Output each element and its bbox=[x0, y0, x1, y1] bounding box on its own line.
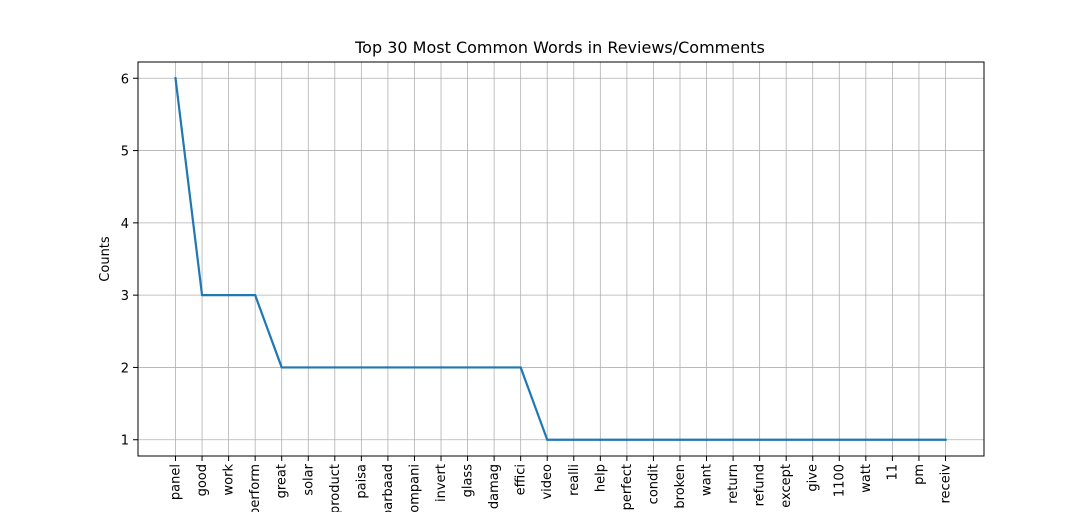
x-tick-label-great: great bbox=[275, 464, 290, 498]
y-tick-label-3: 3 bbox=[121, 289, 129, 304]
data-point-except bbox=[785, 438, 788, 441]
data-point-invert bbox=[439, 366, 443, 369]
x-tick-label-pm: pm bbox=[912, 464, 927, 485]
x-tick-label-glass: glass bbox=[461, 464, 476, 498]
x-tick-label-broken: broken bbox=[673, 464, 688, 509]
x-tick-label-barbaad: barbaad bbox=[381, 464, 396, 512]
y-axis-label: Counts bbox=[98, 236, 113, 282]
x-tick-label-receiv: receiv bbox=[939, 464, 954, 504]
data-point-work bbox=[227, 294, 230, 297]
y-tick-label-4: 4 bbox=[121, 217, 129, 232]
x-tick-label-help: help bbox=[593, 464, 608, 492]
x-tick-label-condit: condit bbox=[646, 464, 661, 504]
x-tick-label-effici: effici bbox=[514, 464, 529, 495]
x-tick-label-invert: invert bbox=[434, 464, 449, 502]
x-tick-label-1100: 1100 bbox=[832, 464, 847, 497]
data-point-damag bbox=[493, 366, 496, 369]
x-tick-label-return: return bbox=[726, 464, 741, 504]
data-point-perform bbox=[254, 294, 257, 297]
x-tick-label-product: product bbox=[328, 464, 343, 512]
axis-ticks: panel good work perform great solar product pai… bbox=[121, 72, 954, 517]
y-tick-label-2: 2 bbox=[121, 361, 129, 376]
x-tick-label-compani: compani bbox=[407, 464, 422, 512]
x-tick-label-perfect: perfect bbox=[620, 464, 635, 510]
grid-lines bbox=[138, 62, 984, 456]
data-point-paisa bbox=[360, 366, 363, 369]
data-point-product bbox=[333, 366, 336, 369]
x-tick-label-want: want bbox=[700, 464, 715, 496]
y-tick-label-1: 1 bbox=[121, 434, 129, 449]
series-layer bbox=[174, 77, 947, 441]
data-point-watt bbox=[864, 438, 867, 441]
x-tick-label-perform: perform bbox=[248, 464, 263, 512]
x-tick-label-panel: panel bbox=[169, 464, 184, 500]
data-point-good bbox=[200, 294, 204, 297]
x-tick-label-watt: watt bbox=[859, 464, 874, 493]
chart-title: Top 30 Most Common Words in Reviews/Comm… bbox=[354, 38, 765, 57]
x-tick-label-realli: realli bbox=[567, 464, 582, 496]
x-tick-label-video: video bbox=[540, 464, 555, 500]
data-point-give bbox=[811, 438, 814, 441]
x-tick-label-11: 11 bbox=[885, 464, 900, 481]
data-point-return bbox=[731, 438, 735, 441]
data-point-11 bbox=[891, 438, 894, 441]
data-point-panel bbox=[174, 77, 177, 80]
plot-frame bbox=[137, 61, 985, 457]
data-point-want bbox=[705, 438, 708, 441]
data-point-compani bbox=[413, 366, 416, 369]
data-point-broken bbox=[678, 438, 682, 441]
series-line bbox=[174, 77, 947, 441]
data-point-receiv bbox=[944, 438, 947, 441]
data-point-video bbox=[546, 438, 549, 441]
data-point-barbaad bbox=[386, 366, 390, 369]
x-tick-label-give: give bbox=[806, 464, 821, 492]
y-tick-label-6: 6 bbox=[121, 72, 129, 87]
data-point-great bbox=[280, 366, 283, 369]
x-tick-label-paisa: paisa bbox=[354, 464, 369, 499]
data-point-realli bbox=[572, 438, 575, 441]
y-tick-label-5: 5 bbox=[121, 145, 129, 160]
data-point-condit bbox=[652, 438, 655, 441]
data-point-refund bbox=[758, 438, 761, 441]
x-tick-label-solar: solar bbox=[301, 463, 316, 495]
data-point-perfect bbox=[625, 438, 628, 441]
x-tick-label-refund: refund bbox=[753, 464, 768, 506]
data-point-1100 bbox=[838, 438, 841, 441]
data-point-glass bbox=[466, 366, 469, 369]
data-point-pm bbox=[917, 438, 921, 441]
data-point-solar bbox=[307, 366, 310, 369]
x-tick-label-good: good bbox=[195, 464, 210, 496]
x-tick-label-except: except bbox=[779, 464, 794, 508]
data-point-help bbox=[599, 438, 602, 441]
x-tick-label-damag: damag bbox=[487, 464, 502, 509]
x-tick-label-work: work bbox=[222, 464, 237, 496]
data-point-effici bbox=[519, 366, 522, 369]
